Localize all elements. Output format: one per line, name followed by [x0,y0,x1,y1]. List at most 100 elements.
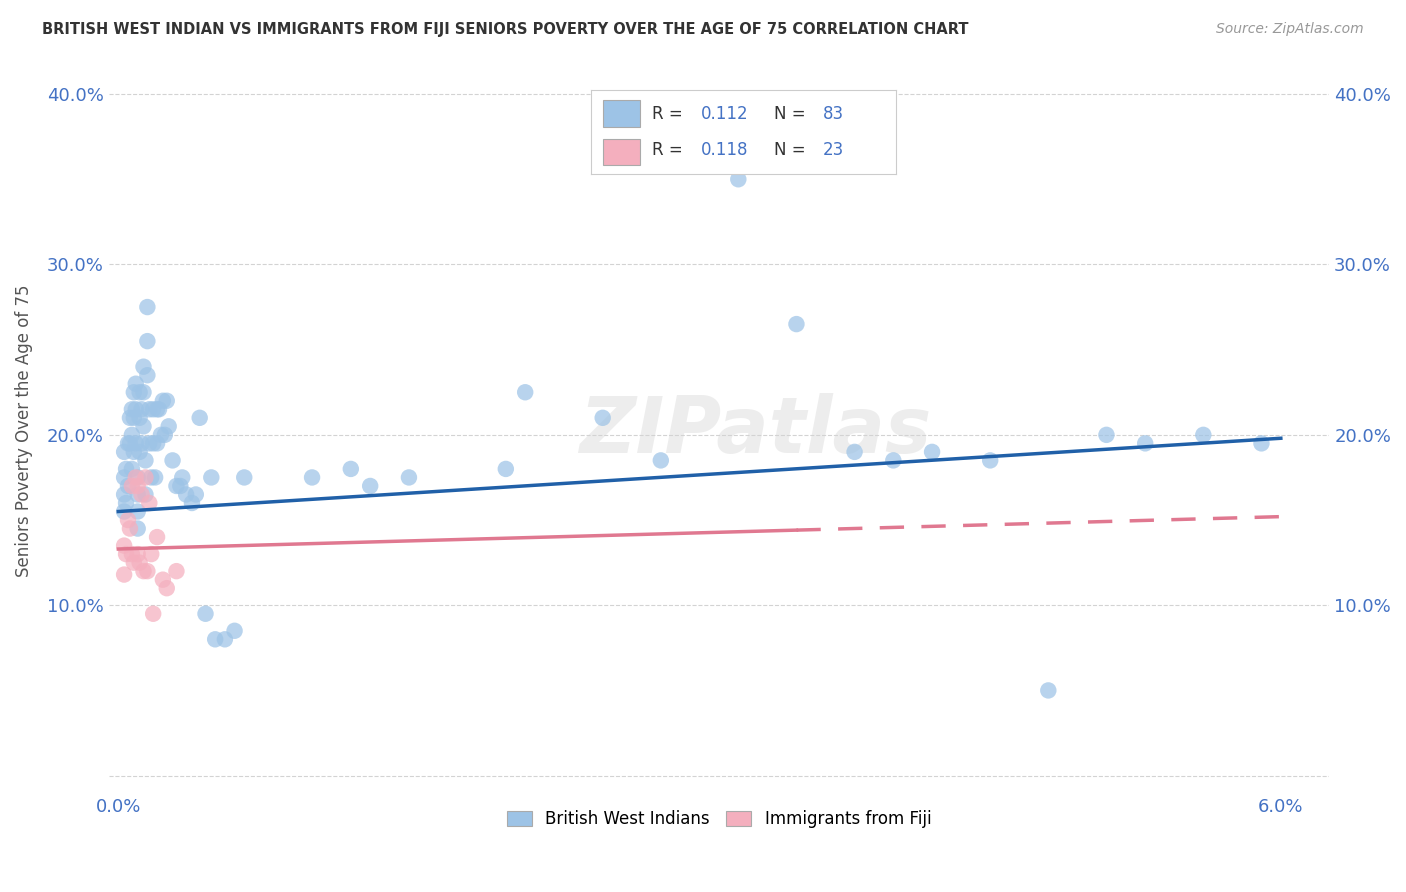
Point [398,470,420,484]
Point [495,462,517,476]
Point [138,436,160,450]
Point [127,547,149,561]
Point [152,393,174,408]
Point [125,436,148,450]
Point [117,436,139,450]
Text: BRITISH WEST INDIAN VS IMMIGRANTS FROM FIJI SENIORS POVERTY OVER THE AGE OF 75 C: BRITISH WEST INDIAN VS IMMIGRANTS FROM F… [42,22,969,37]
Point [1250,436,1272,450]
Point [122,556,145,570]
Point [727,172,749,186]
Point [115,547,138,561]
Point [118,410,141,425]
Point [142,607,165,621]
Point [184,487,207,501]
Point [165,479,187,493]
Point [115,462,138,476]
Point [128,556,150,570]
Point [592,410,614,425]
Point [152,573,174,587]
Point [136,300,159,314]
Point [136,564,159,578]
Point [136,334,159,348]
Point [204,632,226,647]
Point [153,427,176,442]
Point [1038,683,1060,698]
Point [359,479,381,493]
Point [115,496,138,510]
Point [118,436,141,450]
Point [921,445,943,459]
Point [128,445,150,459]
Point [112,539,135,553]
Point [165,564,187,578]
Point [172,470,194,484]
Point [188,410,211,425]
Point [157,419,180,434]
Point [112,470,135,484]
Point [132,419,155,434]
Point [141,470,163,484]
Point [125,470,148,484]
Point [117,479,139,493]
Point [121,462,143,476]
Point [112,504,135,518]
Point [233,470,256,484]
Point [131,402,153,417]
Point [112,487,135,501]
Point [112,567,135,582]
Point [125,376,148,391]
Point [138,496,160,510]
Point [162,453,184,467]
Point [301,470,323,484]
Point [146,530,169,544]
Point [122,385,145,400]
Point [127,479,149,493]
Point [143,470,166,484]
Point [136,368,159,383]
Point [979,453,1001,467]
Point [121,479,143,493]
Point [122,410,145,425]
Point [340,462,363,476]
Point [148,402,170,417]
Point [194,607,217,621]
Point [121,427,143,442]
Point [132,564,155,578]
Point [138,402,160,417]
Point [785,317,807,331]
Point [224,624,246,638]
Point [882,453,904,467]
Point [134,487,156,501]
Point [200,470,222,484]
Point [650,453,672,467]
Point [117,513,139,527]
Point [156,581,179,595]
Point [146,402,169,417]
Point [134,453,156,467]
Point [127,487,149,501]
Point [118,522,141,536]
Point [127,522,149,536]
Point [131,436,153,450]
Point [128,385,150,400]
Point [121,402,143,417]
Point [142,402,165,417]
Point [174,487,197,501]
Point [125,402,148,417]
Point [127,504,149,518]
Legend: British West Indians, Immigrants from Fiji: British West Indians, Immigrants from Fi… [501,804,938,835]
Point [1135,436,1157,450]
Point [131,487,153,501]
Point [132,385,155,400]
Point [149,427,172,442]
Point [146,436,169,450]
Point [844,445,866,459]
Point [214,632,236,647]
Text: ZIPatlas: ZIPatlas [579,392,932,468]
Point [156,393,179,408]
Point [134,470,156,484]
Point [128,410,150,425]
Point [1095,427,1118,442]
Point [169,479,191,493]
Y-axis label: Seniors Poverty Over the Age of 75: Seniors Poverty Over the Age of 75 [15,285,32,577]
